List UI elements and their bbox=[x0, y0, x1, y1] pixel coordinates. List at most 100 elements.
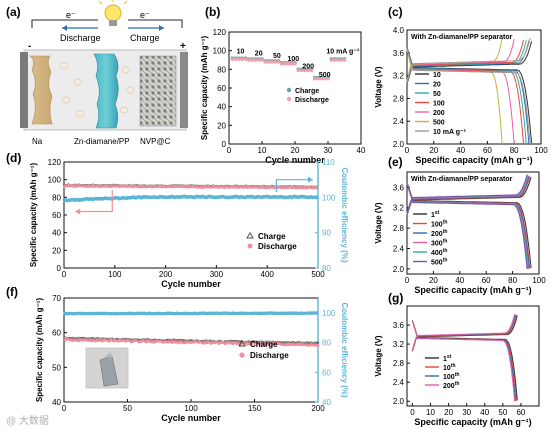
x-tick-label: 60 bbox=[482, 276, 491, 285]
discharge-curve bbox=[406, 49, 531, 145]
efficiency-point bbox=[256, 311, 261, 316]
charge-curve bbox=[406, 41, 533, 85]
panel-letter: (f) bbox=[6, 285, 18, 299]
y-tick-label: 2.0 bbox=[393, 140, 405, 149]
legend-label: 1st bbox=[431, 210, 440, 219]
discharge-point bbox=[313, 76, 317, 81]
discharge-point bbox=[319, 76, 324, 81]
y-tick-label: 70 bbox=[52, 294, 61, 303]
legend-label-suffix: th bbox=[455, 381, 460, 387]
x-tick-label: 0 bbox=[410, 408, 415, 417]
discharge-point bbox=[314, 186, 319, 190]
efficiency-point bbox=[119, 311, 123, 316]
sodium-ions bbox=[59, 62, 135, 118]
x-tick-label: 20 bbox=[444, 408, 453, 417]
x-tick-label: 0 bbox=[227, 146, 232, 155]
legend-label: Discharge bbox=[258, 242, 297, 251]
y-tick-label: 20 bbox=[217, 121, 226, 130]
discharge-curve bbox=[411, 321, 516, 402]
x-tick-label: 500 bbox=[311, 270, 325, 279]
legend-label: 500 bbox=[433, 120, 445, 127]
y-tick-label: 2.0 bbox=[393, 265, 405, 274]
charge-curve bbox=[406, 39, 525, 83]
electron-left: e⁻ bbox=[66, 10, 76, 20]
discharge-point bbox=[296, 68, 301, 73]
x-tick-label: 50 bbox=[123, 404, 132, 413]
discharge-point bbox=[266, 60, 271, 64]
x-tick-label: 100 bbox=[184, 404, 198, 413]
discharge-point bbox=[286, 61, 291, 66]
inset-photo bbox=[85, 347, 129, 389]
rate-label: 500 bbox=[319, 72, 331, 79]
efficiency-point bbox=[208, 311, 212, 315]
discharge-point bbox=[263, 60, 268, 64]
efficiency-point bbox=[91, 311, 96, 316]
efficiency-point bbox=[266, 311, 271, 315]
discharge-point bbox=[322, 76, 327, 81]
legend-label: 200th bbox=[443, 381, 459, 390]
y-tick-label: 120 bbox=[48, 158, 62, 167]
panel-b: 0 10 20 30 40 0 20 40 60 80 100 120 Cycle number Spec… bbox=[200, 5, 366, 165]
panel-letter: (e) bbox=[388, 155, 403, 169]
discharge-point bbox=[306, 68, 311, 73]
legend-label: 1st bbox=[443, 354, 452, 363]
y2-tick-label: 60 bbox=[322, 368, 331, 377]
rate-label: 200 bbox=[302, 63, 314, 70]
y-tick-label: 60 bbox=[52, 211, 61, 220]
y-tick-label: 120 bbox=[213, 28, 227, 37]
legend-label: 200 bbox=[433, 110, 445, 117]
discharge-point bbox=[316, 343, 320, 347]
legend-label: 400th bbox=[431, 248, 447, 257]
efficiency-point bbox=[99, 311, 103, 316]
discharge-point bbox=[230, 57, 235, 61]
charge-point bbox=[316, 341, 320, 345]
discharge-point bbox=[326, 76, 330, 81]
efficiency-point bbox=[182, 311, 187, 316]
discharge-point bbox=[339, 58, 344, 62]
y-tick-label: 2.8 bbox=[393, 224, 405, 233]
efficiency-point bbox=[121, 311, 126, 316]
efficiency-point bbox=[116, 311, 121, 316]
y-tick-label: 0 bbox=[57, 264, 62, 273]
efficiency-point bbox=[187, 311, 192, 316]
discharge-point bbox=[256, 58, 261, 62]
y-tick-label: 3.6 bbox=[393, 183, 405, 192]
efficiency-point bbox=[104, 311, 108, 316]
efficiency-point bbox=[177, 311, 182, 316]
discharge-point bbox=[247, 58, 251, 62]
y2-tick-label: 110 bbox=[322, 158, 335, 167]
panel-g: 0 10 20 30 40 50 60 2.0 2.4 2.8 3.2 3.6 Specific cap… bbox=[374, 291, 540, 427]
discharge-point bbox=[273, 60, 278, 64]
x-tick-label: 10 bbox=[426, 408, 435, 417]
efficiency-point bbox=[114, 311, 118, 316]
efficiency-point bbox=[286, 311, 291, 316]
panel-letter: (b) bbox=[205, 5, 220, 19]
efficiency-point bbox=[139, 311, 144, 316]
efficiency-arrowhead bbox=[307, 176, 313, 183]
discharge-point bbox=[329, 58, 334, 62]
anode-collector bbox=[20, 52, 28, 128]
charge-curve bbox=[406, 38, 515, 83]
x-tick-label: 50 bbox=[498, 408, 507, 417]
y-tick-label: 2.4 bbox=[393, 378, 405, 387]
discharge-curve bbox=[406, 184, 528, 269]
efficiency-point bbox=[198, 311, 202, 316]
rate-label: 10 bbox=[237, 48, 245, 55]
panel-letter: (c) bbox=[388, 5, 403, 19]
cathode-collector bbox=[180, 52, 188, 128]
legend-label: 100 bbox=[433, 101, 445, 108]
efficiency-point bbox=[93, 311, 98, 316]
legend-label-suffix: th bbox=[443, 258, 448, 264]
efficiency-point bbox=[88, 311, 93, 316]
legend-label-suffix: th bbox=[443, 220, 448, 226]
y-tick-label: 3.2 bbox=[393, 204, 405, 213]
y2-axis-label: Coulombic efficiency (%) bbox=[340, 167, 349, 262]
legend-label-suffix: th bbox=[443, 248, 448, 254]
y-axis-label: Voltage (V) bbox=[374, 202, 383, 244]
capacity-axis-arrow bbox=[75, 190, 113, 213]
charge-curve bbox=[406, 174, 528, 213]
sodium-anode bbox=[29, 55, 53, 125]
label-na: Na bbox=[32, 137, 43, 146]
